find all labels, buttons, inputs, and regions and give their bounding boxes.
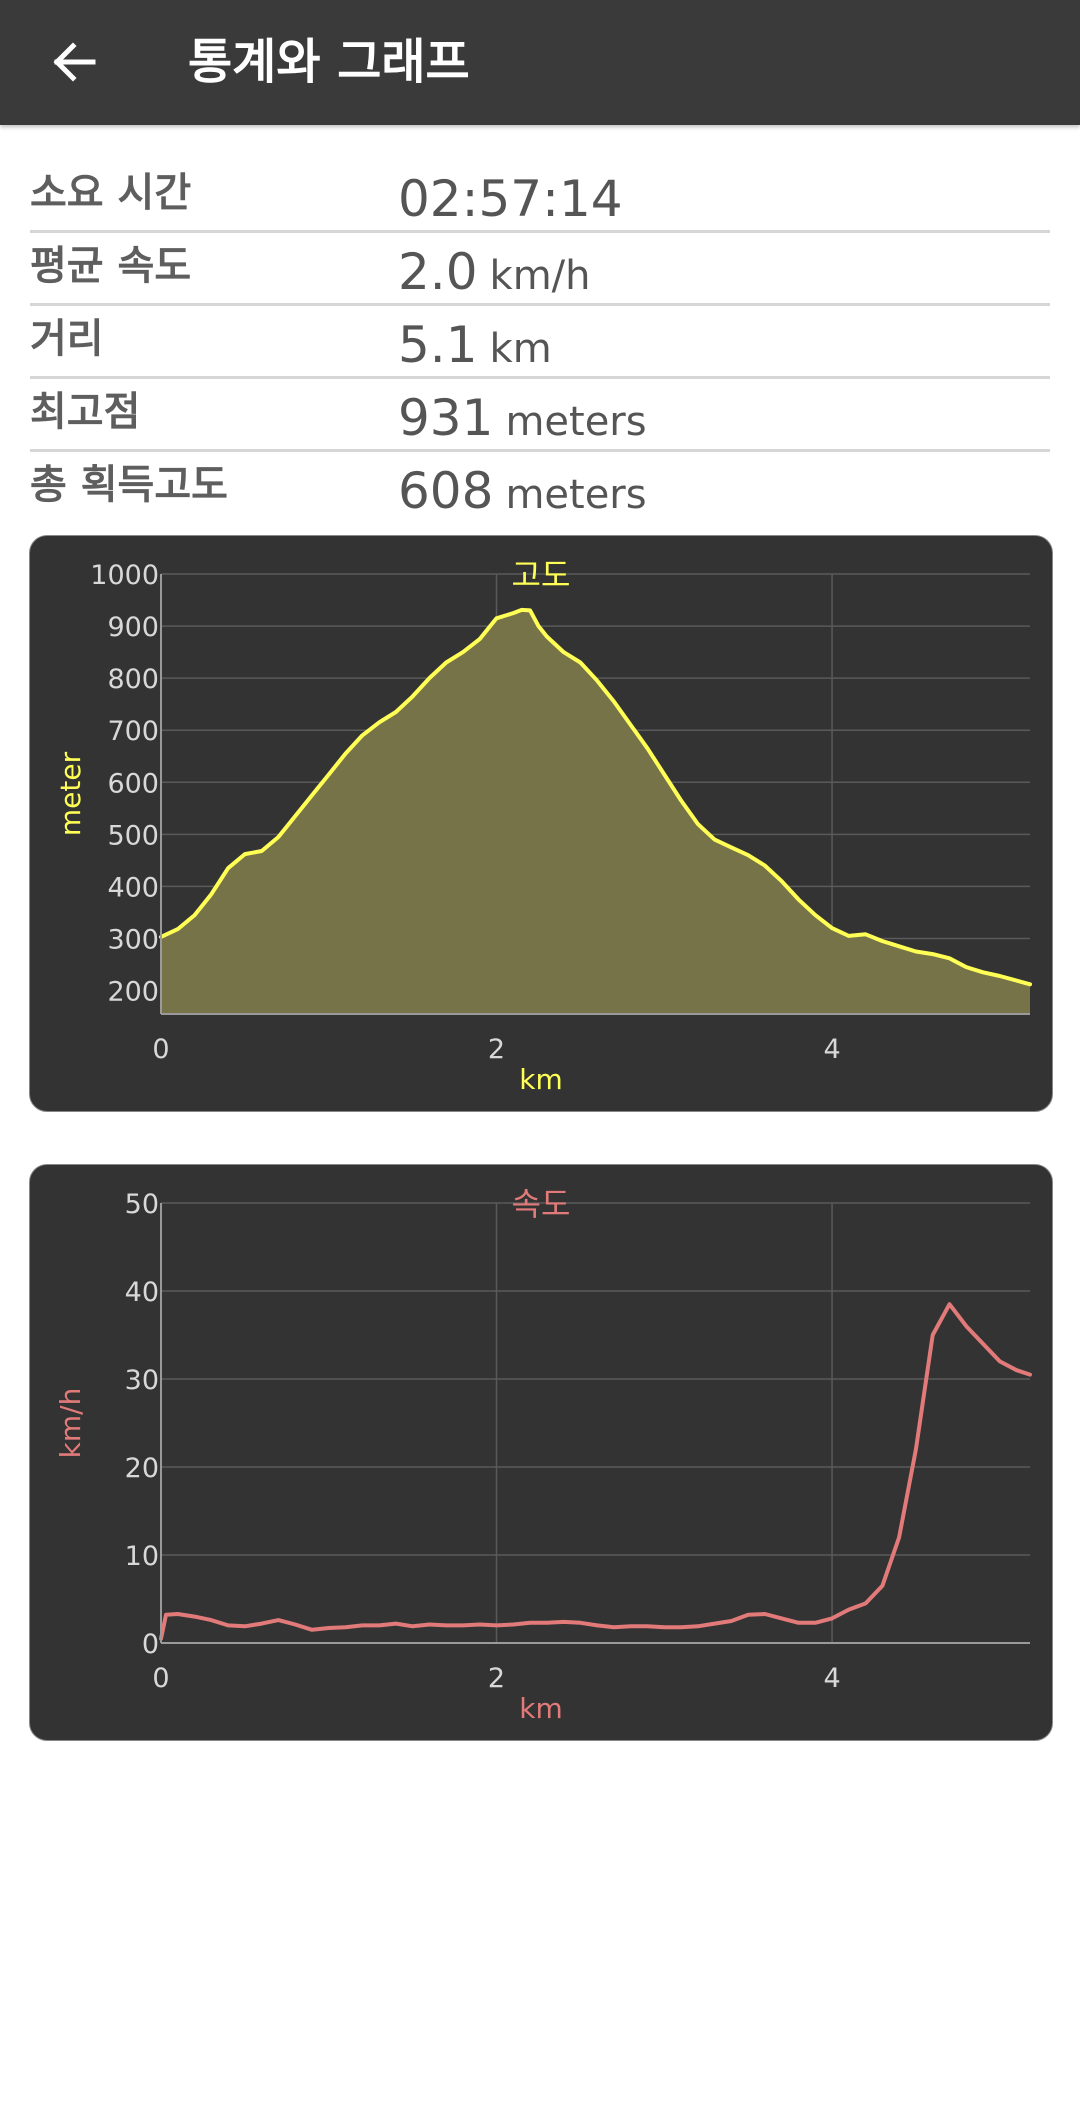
y-tick-label: 40 xyxy=(125,1277,159,1308)
y-tick-label: 300 xyxy=(107,924,159,955)
stat-row-highest-point: 최고점 931 meters xyxy=(30,379,1050,452)
page-title: 통계와 그래프 xyxy=(188,34,470,90)
x-tick-label: 2 xyxy=(488,1663,505,1694)
y-tick-label: 700 xyxy=(107,716,159,747)
app-bar: 통계와 그래프 xyxy=(0,0,1080,125)
stat-number: 931 xyxy=(398,389,494,447)
stat-unit: meters xyxy=(505,472,647,518)
stat-label: 평균 속도 xyxy=(30,243,192,289)
stat-number: 02:57:14 xyxy=(398,170,623,228)
arrow-left-icon xyxy=(53,42,96,82)
stat-row-total-ascent: 총 획득고도 608 meters xyxy=(30,452,1050,522)
x-axis-label: km xyxy=(519,1063,563,1096)
stat-label: 소요 시간 xyxy=(30,170,192,216)
y-tick-label: 200 xyxy=(107,977,159,1008)
y-axis-label: km/h xyxy=(54,1388,87,1459)
stat-label: 거리 xyxy=(30,316,104,362)
stat-value: 02:57:14 xyxy=(398,170,623,228)
speed-line xyxy=(159,1302,1032,1641)
stat-unit: km/h xyxy=(489,253,591,299)
elevation-chart[interactable]: 200 300 400 500 600 700 800 900 1000 0 2 4 고도 km meter xyxy=(30,536,1052,1111)
stat-row-distance: 거리 5.1 km xyxy=(30,306,1050,379)
x-tick-label: 0 xyxy=(152,1663,169,1694)
elevation-line xyxy=(159,607,1032,987)
speed-chart-card: 0 10 20 30 40 50 0 2 4 속도 km km/h xyxy=(29,1164,1053,1741)
y-tick-label: 900 xyxy=(107,612,159,643)
stat-unit: meters xyxy=(505,399,647,445)
stat-value: 5.1 km xyxy=(398,316,552,374)
x-tick-label: 4 xyxy=(823,1663,840,1694)
x-tick-label: 0 xyxy=(152,1034,169,1065)
y-tick-label: 50 xyxy=(125,1189,159,1220)
y-tick-label: 30 xyxy=(125,1365,159,1396)
elevation-chart-card: 200 300 400 500 600 700 800 900 1000 0 2 4 고도 km meter xyxy=(29,535,1053,1112)
y-tick-label: 20 xyxy=(125,1453,159,1484)
y-tick-label: 10 xyxy=(125,1541,159,1572)
stat-number: 608 xyxy=(398,462,494,520)
chart-title: 고도 xyxy=(512,556,571,594)
y-tick-label: 500 xyxy=(107,820,159,851)
y-tick-label: 400 xyxy=(107,872,159,903)
elevation-area-fill xyxy=(161,609,1030,1014)
x-axis-label: km xyxy=(519,1692,563,1725)
y-tick-label: 800 xyxy=(107,664,159,695)
stat-value: 931 meters xyxy=(398,389,647,447)
stat-number: 2.0 xyxy=(398,243,478,301)
back-button[interactable] xyxy=(30,22,120,102)
stats-table: 소요 시간 02:57:14 평균 속도 2.0 km/h 거리 5.1 km 최고… xyxy=(30,160,1050,522)
x-tick-label: 2 xyxy=(488,1034,505,1065)
stat-row-duration: 소요 시간 02:57:14 xyxy=(30,160,1050,233)
stat-value: 2.0 km/h xyxy=(398,243,591,301)
x-tick-label: 4 xyxy=(823,1034,840,1065)
stat-label: 총 획득고도 xyxy=(30,462,228,508)
y-tick-label: 0 xyxy=(142,1629,159,1660)
stat-number: 5.1 xyxy=(398,316,478,374)
stat-value: 608 meters xyxy=(398,462,647,520)
y-axis-label: meter xyxy=(54,751,87,836)
chart-title: 속도 xyxy=(512,1185,571,1223)
stat-row-avg-speed: 평균 속도 2.0 km/h xyxy=(30,233,1050,306)
speed-chart[interactable]: 0 10 20 30 40 50 0 2 4 속도 km km/h xyxy=(30,1165,1052,1740)
stat-label: 최고점 xyxy=(30,389,141,435)
y-tick-label: 1000 xyxy=(90,560,159,591)
stat-unit: km xyxy=(489,326,552,372)
y-tick-label: 600 xyxy=(107,768,159,799)
